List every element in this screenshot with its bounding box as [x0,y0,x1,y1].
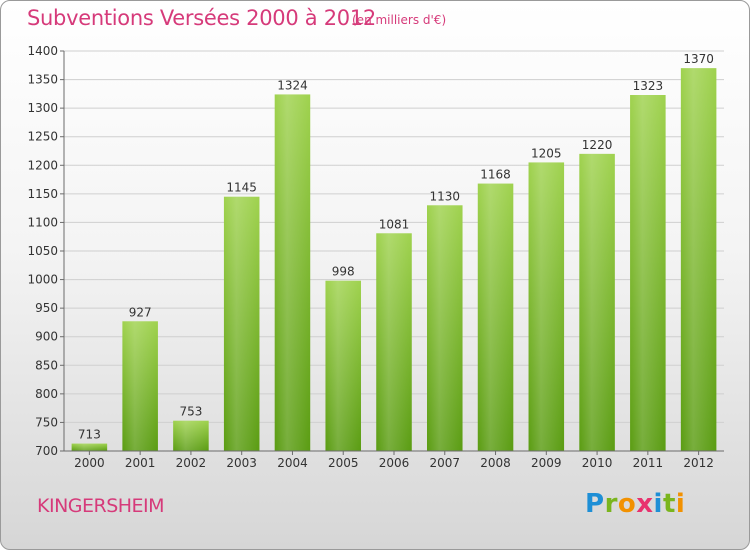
y-tick-label: 1050 [27,244,58,258]
y-tick-label: 750 [35,415,58,429]
x-tick-label: 2008 [480,456,511,470]
x-tick-label: 2006 [379,456,410,470]
y-tick-label: 1200 [27,158,58,172]
data-label: 1168 [480,168,511,182]
bar-highlight [122,321,158,451]
x-tick-label: 2009 [531,456,562,470]
data-label: 1130 [429,189,460,203]
data-label: 1081 [379,217,410,231]
y-tick-label: 950 [35,301,58,315]
x-tick-label: 2012 [683,456,714,470]
data-label: 713 [78,428,101,442]
x-tick-label: 2003 [226,456,257,470]
bar-highlight [325,280,361,451]
axes [60,50,724,455]
data-label: 1145 [226,181,257,195]
y-tick-label: 1400 [27,44,58,58]
bars [71,68,717,452]
bar-highlight [376,233,412,451]
data-label: 1205 [531,146,562,160]
data-label: 927 [129,305,152,319]
bar-highlight [71,443,108,451]
y-tick-label: 800 [35,387,58,401]
y-tick-label: 850 [35,358,58,372]
chart-title: Subventions Versées 2000 à 2012 [27,6,376,30]
place-name: KINGERSHEIM [37,495,165,517]
x-tick-label: 2001 [125,456,156,470]
bar-highlight [427,205,463,451]
bar-highlight [630,95,666,451]
y-tick-label: 700 [35,444,58,458]
data-label: 753 [179,405,202,419]
x-tick-label: 2011 [633,456,664,470]
bar-highlight [579,153,615,451]
x-tick-label: 2010 [582,456,613,470]
bar-highlight [528,162,565,451]
y-tick-label: 1100 [27,215,58,229]
logo-letter: x [636,489,654,519]
x-tick-label: 2007 [429,456,460,470]
x-tick-label: 2004 [277,456,308,470]
logo-letter: i [675,489,686,519]
y-tick-label: 1150 [27,187,58,201]
data-label: 1220 [582,138,613,152]
y-tick-label: 1000 [27,273,58,287]
y-tick-label: 1350 [27,73,58,87]
data-label: 1324 [277,78,308,92]
y-tick-label: 1250 [27,130,58,144]
data-label: 998 [332,265,355,279]
bar-highlight [223,196,260,451]
data-label: 1323 [633,79,664,93]
y-tick-label: 1300 [27,101,58,115]
logo-letter: r [604,489,618,519]
logo-letter: P [585,489,605,519]
bar-highlight [274,94,311,451]
bar-highlight [680,68,717,452]
x-tick-label: 2005 [328,456,359,470]
bar-highlight [477,183,514,452]
proxiti-logo: Proxiti [585,489,685,519]
x-tick-label: 2000 [74,456,105,470]
bar-highlight [173,420,209,451]
logo-letter: o [617,489,637,519]
labels: 700 750 800 850 900 950 1000 1050 1100 1150 1200 12… [27,44,713,470]
y-tick-label: 900 [35,330,58,344]
data-label: 1370 [683,52,714,66]
chart-subtitle: (en milliers d'€) [352,13,447,27]
x-tick-label: 2002 [176,456,207,470]
logo-letter: i [653,489,663,519]
logo-letter: t [662,489,676,519]
